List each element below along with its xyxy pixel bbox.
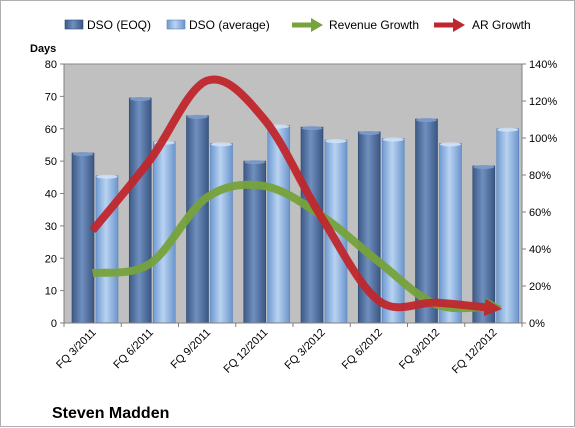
legend-item-dso-eoq: DSO (EOQ)	[64, 18, 151, 32]
bar-dso-average-fq-6-2012-cap	[382, 137, 404, 142]
bar-dso-eoq-fq-6-2011-cap	[129, 96, 151, 101]
legend-swatch-dso-eoq	[64, 19, 84, 30]
y-tick-label-10: 10	[45, 286, 57, 298]
y2-tick-label-140: 140%	[529, 59, 557, 71]
bar-dso-average-fq-9-2011-cap	[211, 142, 232, 147]
y-tick-label-80: 80	[45, 59, 57, 71]
bar-dso-eoq-fq-9-2011-cap	[187, 114, 208, 119]
y-tick-label-0: 0	[51, 318, 57, 330]
bar-dso-average-fq-12-2012-cap	[497, 127, 519, 132]
bar-dso-average-fq-12-2012	[496, 128, 520, 324]
line-ar-growth	[89, 75, 503, 317]
bar-dso-eoq-fq-12-2011-cap	[244, 160, 266, 165]
bar-dso-eoq-fq-9-2012-cap	[416, 118, 437, 123]
bar-dso-average-fq-3-2012-cap	[325, 139, 347, 144]
y2-tick-label-100: 100%	[529, 133, 557, 145]
y2-tick-label-60: 60%	[529, 207, 551, 219]
legend-label-dso-average: DSO (average)	[189, 18, 270, 32]
y-tick-label-30: 30	[45, 221, 57, 233]
legend-arrow-revenue-growth	[311, 18, 323, 32]
y-tick-label-50: 50	[45, 156, 57, 168]
bar-dso-average-fq-3-2011-cap	[96, 174, 118, 179]
bar-dso-eoq-fq-3-2012	[300, 126, 324, 324]
bar-dso-eoq-fq-3-2011-cap	[72, 152, 94, 157]
bar-dso-average-fq-9-2012	[439, 143, 462, 324]
x-tick-label-fq-6-2011: FQ 6/2011	[111, 327, 156, 372]
bar-dso-average-fq-6-2011	[152, 141, 176, 324]
y2-tick-label-80: 80%	[529, 170, 551, 182]
legend-label-dso-eoq: DSO (EOQ)	[87, 18, 151, 32]
legend-item-revenue-growth: Revenue Growth	[292, 18, 419, 32]
bar-dso-eoq-fq-3-2011	[71, 152, 95, 324]
legend-arrow-ar-growth	[453, 18, 465, 32]
y-axis-title: Days	[30, 43, 56, 55]
bar-dso-average-fq-6-2012	[381, 138, 405, 324]
x-tick-label-fq-9-2011: FQ 9/2011	[169, 327, 214, 372]
y-tick-label-60: 60	[45, 124, 57, 136]
y2-tick-label-120: 120%	[529, 96, 557, 108]
bar-dso-eoq-fq-6-2011	[128, 97, 152, 324]
x-tick-label-fq-3-2012: FQ 3/2012	[283, 327, 328, 372]
y2-tick-label-40: 40%	[529, 244, 551, 256]
y2-tick-label-0: 0%	[529, 318, 545, 330]
y2-tick-label-20: 20%	[529, 281, 551, 293]
x-tick-label-fq-3-2011: FQ 3/2011	[54, 327, 99, 372]
bar-dso-eoq-fq-3-2012-cap	[301, 126, 323, 131]
legend-label-revenue-growth: Revenue Growth	[329, 18, 419, 32]
bar-dso-eoq-fq-12-2012	[472, 165, 496, 324]
bar-dso-average-fq-9-2011	[210, 143, 233, 324]
bar-dso-average-fq-9-2012-cap	[440, 142, 461, 147]
legend-item-dso-average: DSO (average)	[166, 18, 270, 32]
y-tick-label-40: 40	[45, 189, 57, 201]
x-tick-label-fq-9-2012: FQ 9/2012	[397, 327, 442, 372]
y-tick-label-70: 70	[45, 91, 57, 103]
y-tick-label-20: 20	[45, 253, 57, 265]
company-name: Steven Madden	[52, 405, 169, 422]
x-tick-label-fq-12-2011: FQ 12/2011	[222, 327, 271, 376]
legend-item-ar-growth: AR Growth	[434, 18, 531, 32]
legend: DSO (EOQ) DSO (average) Revenue Growth A…	[64, 18, 531, 32]
line-layer	[89, 75, 503, 317]
legend-label-ar-growth: AR Growth	[472, 18, 531, 32]
x-tick-label-fq-12-2012: FQ 12/2012	[450, 327, 500, 377]
legend-swatch-dso-average	[166, 19, 186, 30]
x-tick-label-fq-6-2012: FQ 6/2012	[340, 327, 385, 372]
bar-dso-eoq-fq-12-2012-cap	[473, 164, 495, 169]
bar-dso-eoq-fq-6-2012-cap	[358, 130, 380, 135]
